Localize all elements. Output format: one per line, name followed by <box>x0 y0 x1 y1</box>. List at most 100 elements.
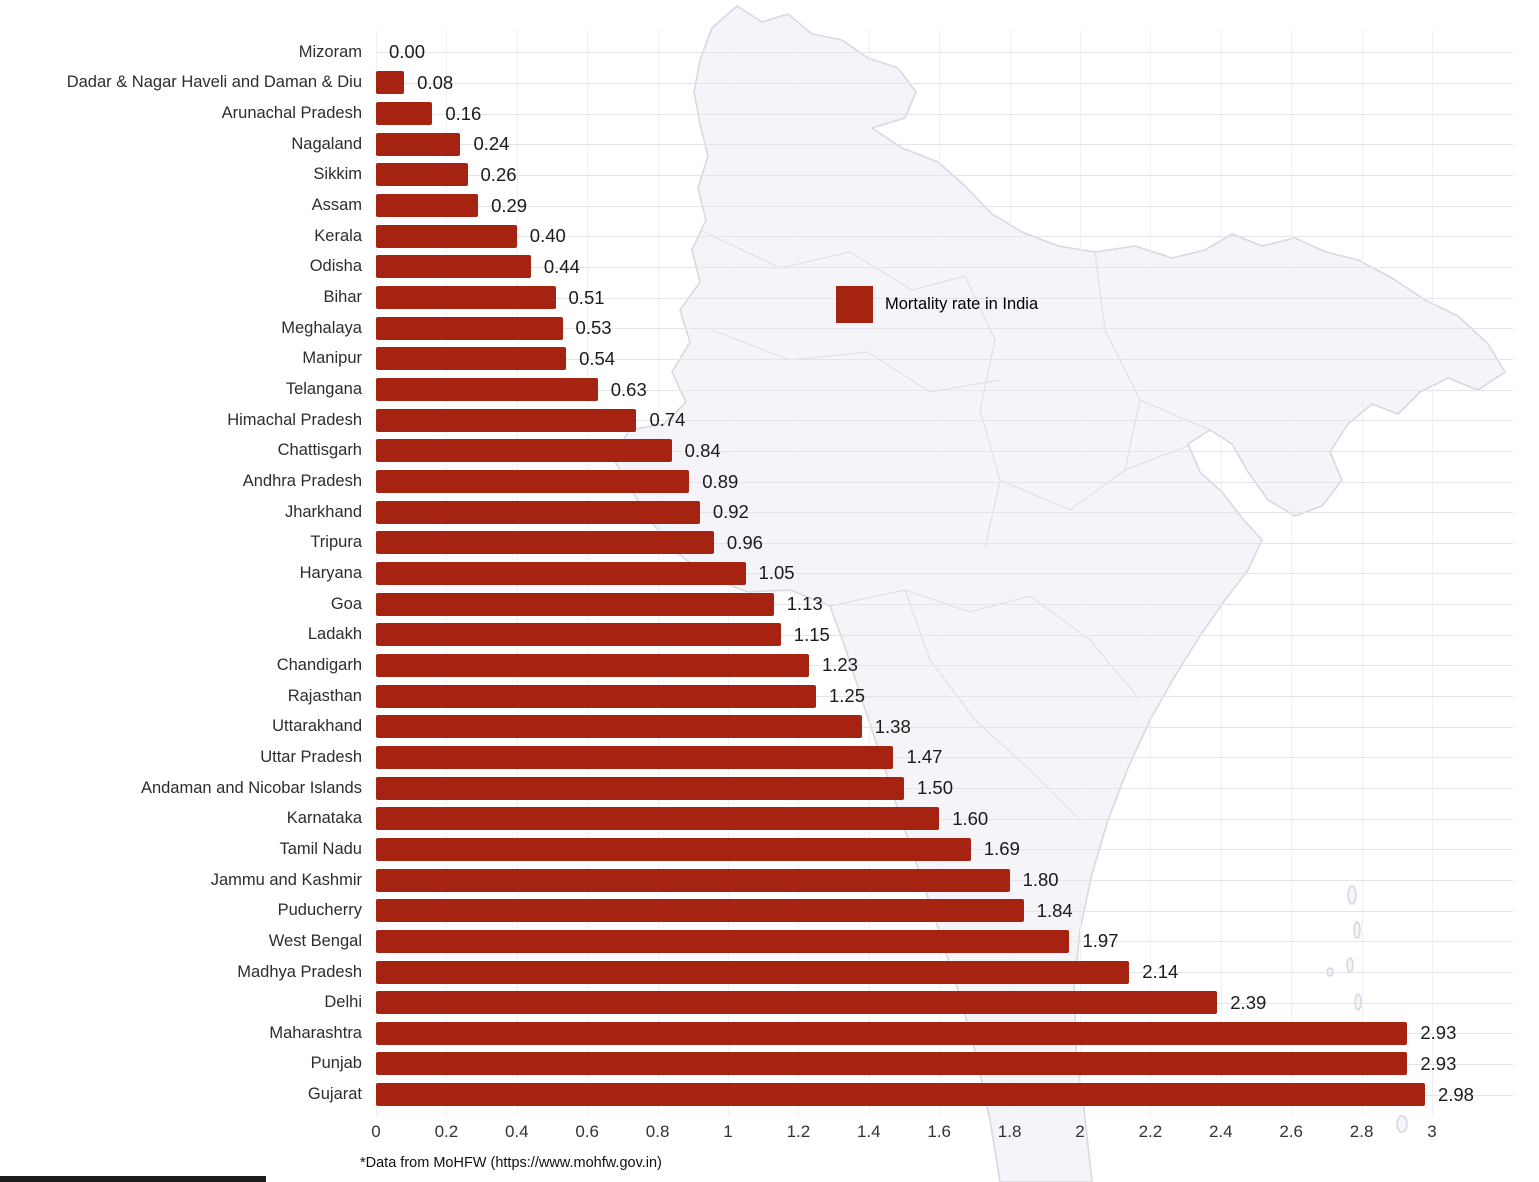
bar <box>376 837 971 861</box>
bar-row: Madhya Pradesh 2.14 <box>0 957 1539 988</box>
x-tick-label: 0 <box>371 1122 381 1141</box>
row-gridline <box>376 757 1513 759</box>
bar-label: Andaman and Nicobar Islands <box>140 778 362 797</box>
v-gridline <box>1009 30 1011 1116</box>
v-gridline <box>939 30 941 1116</box>
bar-value-label: 1.69 <box>983 838 1020 860</box>
bar-label: Jharkhand <box>284 502 362 521</box>
bar-row: Andhra Pradesh 0.89 <box>0 466 1539 497</box>
bar <box>376 868 1010 892</box>
bar-row: Punjab 2.93 <box>0 1049 1539 1080</box>
v-gridline <box>1080 30 1081 1116</box>
legend-swatch <box>836 286 873 323</box>
row-gridline <box>376 512 1513 514</box>
bar-value-label: 0.54 <box>579 347 616 369</box>
source-footnote: *Data from MoHFW (https://www.mohfw.gov.… <box>360 1155 662 1171</box>
x-tick-label: 1.4 <box>856 1122 881 1141</box>
state-border <box>904 589 1081 821</box>
v-gridline <box>1361 30 1363 1116</box>
bar-value-label: 0.40 <box>529 225 566 247</box>
state-border <box>1094 251 1141 471</box>
bar-value-label: 1.25 <box>829 685 866 707</box>
row-gridline <box>376 113 1513 115</box>
bar-value-label: 0.89 <box>702 470 739 492</box>
bar-label: Odisha <box>309 257 362 276</box>
bar-row: Jammu and Kashmir 1.80 <box>0 865 1539 896</box>
x-tick-label: 1 <box>723 1122 733 1141</box>
bar-value-label: 0.26 <box>480 163 517 185</box>
x-tick-label: 1.2 <box>786 1122 811 1141</box>
bar-label: Nagaland <box>291 134 362 153</box>
row-gridline <box>376 542 1513 544</box>
bar-value-label: 1.50 <box>917 777 954 799</box>
screen-edge-artifact <box>0 1176 266 1182</box>
x-tick-label: 1.8 <box>997 1122 1022 1141</box>
bar-row: Chandigarh 1.23 <box>0 650 1539 681</box>
bar-label: Karnataka <box>286 809 362 828</box>
bar-label: Meghalaya <box>281 318 362 337</box>
state-border <box>711 329 1001 393</box>
bar <box>376 531 714 555</box>
bar-label: West Bengal <box>268 931 362 950</box>
row-gridline <box>376 328 1513 330</box>
bar-label: Uttar Pradesh <box>260 747 362 766</box>
bar <box>376 439 672 463</box>
island <box>1326 967 1334 977</box>
row-gridline <box>376 726 1513 728</box>
bar-value-label: 1.97 <box>1082 930 1119 952</box>
x-tick-label: 1.6 <box>927 1122 952 1141</box>
row-gridline <box>376 604 1513 606</box>
bar <box>376 623 781 647</box>
x-tick-label: 0.6 <box>575 1122 600 1141</box>
bar-label: Andhra Pradesh <box>242 472 362 491</box>
row-gridline <box>376 297 1513 299</box>
bar-row: Gujarat 2.98 <box>0 1079 1539 1110</box>
bar-row: Maharashtra 2.93 <box>0 1018 1539 1049</box>
bar <box>376 653 809 677</box>
bar <box>376 960 1130 984</box>
bar-value-label: 1.84 <box>1036 899 1073 921</box>
bar-value-label: 1.15 <box>793 623 830 645</box>
bar <box>376 286 556 310</box>
bar-label: Jammu and Kashmir <box>210 870 362 889</box>
legend: Mortality rate in India <box>836 286 1038 323</box>
bar <box>376 255 531 279</box>
bar-label: Tripura <box>310 533 362 552</box>
bar-value-label: 1.05 <box>758 562 795 584</box>
bar-value-label: 1.38 <box>874 715 911 737</box>
bar <box>376 991 1218 1015</box>
bar <box>376 316 563 340</box>
island <box>1346 957 1354 973</box>
bar-value-label: 1.13 <box>786 593 823 615</box>
bar <box>376 561 746 585</box>
bar-value-label: 0.63 <box>610 378 647 400</box>
row-gridline <box>376 696 1513 698</box>
row-gridline <box>376 52 1513 54</box>
bar-value-label: 0.16 <box>445 102 482 124</box>
bar-label: Mizoram <box>298 42 362 61</box>
bar <box>376 163 468 187</box>
bar-label: Kerala <box>314 226 362 245</box>
island <box>1396 1115 1408 1133</box>
bar-value-label: 0.96 <box>726 531 763 553</box>
bar-value-label: 0.74 <box>649 409 686 431</box>
bar-row: Meghalaya 0.53 <box>0 313 1539 344</box>
row-gridline <box>376 634 1513 636</box>
bar <box>376 899 1024 923</box>
bar-value-label: 1.47 <box>906 746 943 768</box>
row-gridline <box>376 818 1513 820</box>
bar-label: Delhi <box>324 993 362 1012</box>
x-tick-label: 3 <box>1427 1122 1437 1141</box>
bar-value-label: 2.93 <box>1420 1052 1457 1074</box>
bar-label: Madhya Pradesh <box>237 962 362 981</box>
row-gridline <box>376 266 1513 268</box>
bar-row: Uttarakhand 1.38 <box>0 711 1539 742</box>
bar-value-label: 2.14 <box>1142 961 1179 983</box>
bar-row: Kerala 0.40 <box>0 221 1539 252</box>
bar-row: Dadar & Nagar Haveli and Daman & Diu 0.08 <box>0 68 1539 99</box>
state-border <box>1029 595 1141 701</box>
bar-label: Ladakh <box>307 625 362 644</box>
bar-label: Telangana <box>285 380 362 399</box>
bar-value-label: 1.23 <box>821 654 858 676</box>
state-border <box>699 229 966 291</box>
